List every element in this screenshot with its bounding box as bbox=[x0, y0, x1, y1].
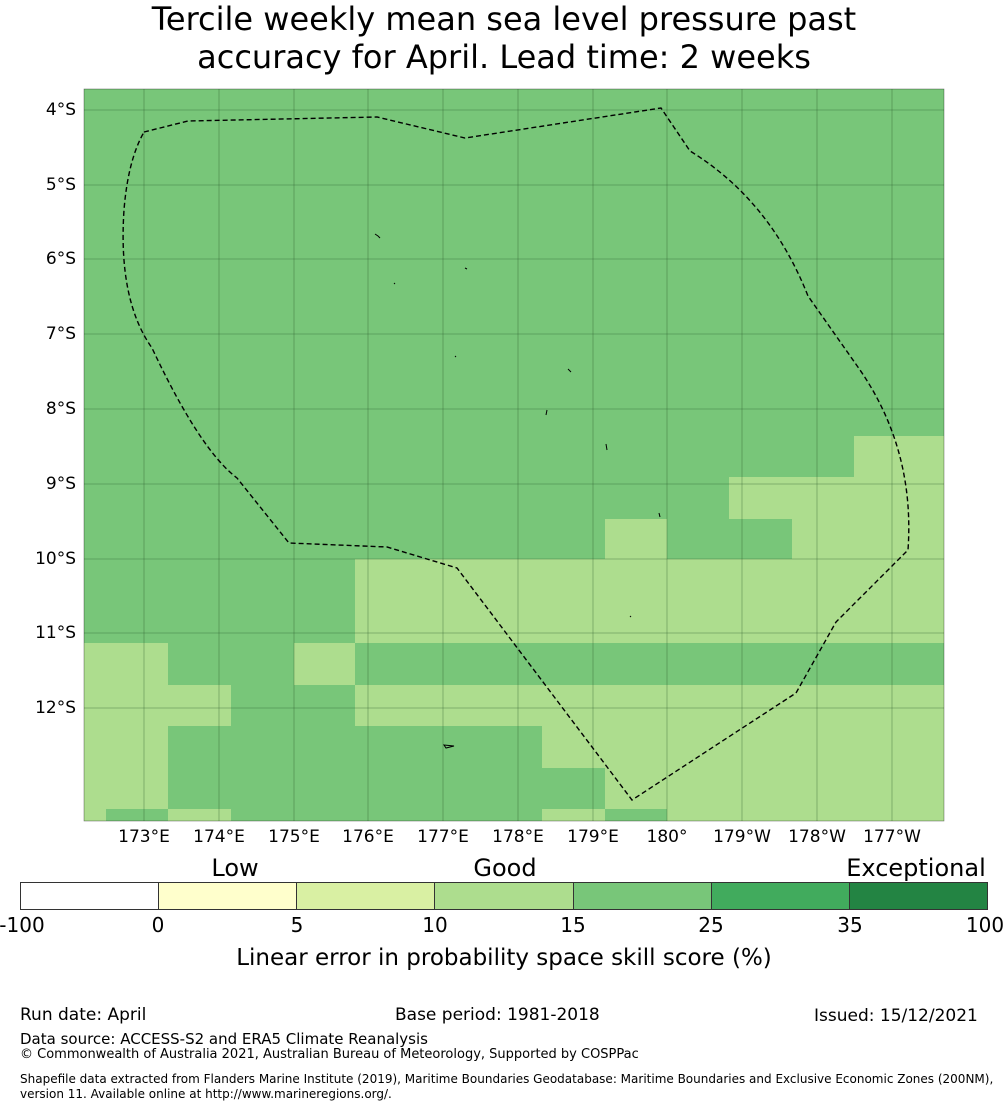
colorbar-tick: -100 bbox=[0, 913, 45, 937]
colorbar-segment bbox=[159, 883, 298, 909]
colorbar-segment bbox=[297, 883, 436, 909]
skill-cell bbox=[854, 436, 944, 477]
colorbar-tick: 100 bbox=[965, 913, 1005, 937]
colorbar-category-exceptional: Exceptional bbox=[846, 854, 986, 882]
colorbar-category-low: Low bbox=[211, 854, 259, 882]
map-frame bbox=[83, 88, 945, 822]
lat-label: 12°S bbox=[35, 698, 76, 718]
lat-label: 10°S bbox=[35, 549, 76, 569]
lon-label: 178°E bbox=[492, 827, 544, 847]
skill-cell bbox=[84, 726, 168, 809]
lat-label: 7°S bbox=[45, 324, 76, 344]
island bbox=[374, 233, 381, 239]
lat-label: 8°S bbox=[45, 399, 76, 419]
lon-label: 177°W bbox=[863, 827, 921, 847]
shapefile-credit-line2: version 11. Available online at http://w… bbox=[20, 1087, 392, 1101]
lat-label: 11°S bbox=[35, 623, 76, 643]
colorbar-segment bbox=[435, 883, 574, 909]
skill-cell bbox=[605, 768, 944, 809]
base-period: Base period: 1981-2018 bbox=[395, 1005, 600, 1025]
colorbar-tick: 10 bbox=[422, 913, 448, 937]
lon-label: 179°E bbox=[567, 827, 619, 847]
skill-cell bbox=[294, 643, 355, 685]
colorbar-segment bbox=[849, 883, 987, 909]
island bbox=[464, 267, 468, 270]
issued-date: Issued: 15/12/2021 bbox=[814, 1006, 978, 1026]
lon-label: 178°W bbox=[788, 827, 846, 847]
colorbar-tick: 35 bbox=[837, 913, 863, 937]
shapefile-credit-line1: Shapefile data extracted from Flanders M… bbox=[20, 1072, 994, 1086]
run-date: Run date: April bbox=[20, 1005, 147, 1025]
islands bbox=[374, 233, 661, 749]
map-title-line1: Tercile weekly mean sea level pressure p… bbox=[151, 0, 857, 38]
skill-cell bbox=[605, 519, 667, 559]
skill-cell bbox=[792, 519, 944, 559]
island bbox=[605, 443, 608, 451]
lon-label: 176°E bbox=[342, 827, 394, 847]
lon-label: 180° bbox=[646, 827, 688, 847]
colorbar-segment bbox=[573, 883, 712, 909]
island bbox=[442, 744, 455, 749]
skill-cell bbox=[542, 726, 944, 768]
island bbox=[629, 615, 632, 618]
skill-cell bbox=[168, 809, 231, 821]
lon-label: 179°W bbox=[713, 827, 771, 847]
lat-label: 9°S bbox=[45, 474, 76, 494]
copyright: © Commonwealth of Australia 2021, Austra… bbox=[20, 1047, 639, 1062]
map-title: Tercile weekly mean sea level pressure p… bbox=[0, 0, 1008, 76]
lon-label: 177°E bbox=[417, 827, 469, 847]
eez-boundary bbox=[122, 107, 910, 801]
skill-cell bbox=[84, 809, 106, 821]
skill-cell bbox=[355, 559, 944, 643]
data-source: Data source: ACCESS-S2 and ERA5 Climate … bbox=[20, 1030, 428, 1048]
colorbar-category-good: Good bbox=[473, 854, 537, 882]
lon-label: 173°E bbox=[118, 827, 170, 847]
lat-label: 4°S bbox=[45, 100, 76, 120]
lon-label: 175°E bbox=[268, 827, 320, 847]
lat-label: 6°S bbox=[45, 249, 76, 269]
colorbar-tick: 25 bbox=[698, 913, 724, 937]
island bbox=[393, 282, 396, 285]
skill-cell bbox=[729, 477, 944, 519]
lon-label: 174°E bbox=[193, 827, 245, 847]
skill-cell bbox=[84, 685, 231, 726]
skill-cell bbox=[542, 809, 605, 821]
island bbox=[545, 409, 548, 416]
island bbox=[454, 355, 457, 358]
colorbar-tick: 15 bbox=[560, 913, 586, 937]
skill-score-map bbox=[83, 88, 945, 822]
skill-cell bbox=[84, 643, 168, 685]
map-gridlines bbox=[84, 89, 944, 821]
colorbar bbox=[20, 882, 988, 910]
colorbar-label: Linear error in probability space skill … bbox=[236, 945, 772, 971]
colorbar-segment bbox=[21, 883, 160, 909]
lat-label: 5°S bbox=[45, 175, 76, 195]
island bbox=[658, 512, 661, 518]
colorbar-tick: 5 bbox=[290, 913, 304, 937]
skill-cell bbox=[667, 809, 944, 821]
island bbox=[567, 368, 572, 373]
colorbar-tick: 0 bbox=[151, 913, 165, 937]
colorbar-segment bbox=[711, 883, 850, 909]
skill-cell bbox=[355, 685, 944, 726]
map-title-line2: accuracy for April. Lead time: 2 weeks bbox=[197, 38, 811, 76]
skill-cells bbox=[84, 89, 944, 821]
